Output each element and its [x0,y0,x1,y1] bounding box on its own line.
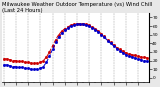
Text: Milwaukee Weather Outdoor Temperature (vs) Wind Chill (Last 24 Hours): Milwaukee Weather Outdoor Temperature (v… [2,2,152,13]
